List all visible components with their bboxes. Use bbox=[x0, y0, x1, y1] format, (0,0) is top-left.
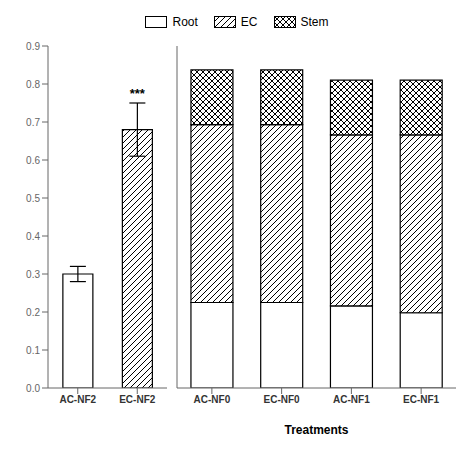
svg-text:0.9: 0.9 bbox=[26, 41, 40, 52]
svg-text:AC-NF1: AC-NF1 bbox=[333, 394, 370, 405]
html-text:Root: Root bbox=[172, 15, 198, 29]
svg-text:0.3: 0.3 bbox=[26, 269, 40, 280]
svg-text:AC-NF0: AC-NF0 bbox=[194, 394, 231, 405]
svg-text:EC-NF2: EC-NF2 bbox=[119, 394, 156, 405]
svg-text:0.6: 0.6 bbox=[26, 155, 40, 166]
svg-text:0.1: 0.1 bbox=[26, 345, 40, 356]
svg-text:0.2: 0.2 bbox=[26, 307, 40, 318]
html-text:Stem: Stem bbox=[300, 15, 329, 29]
html-text:EC: EC bbox=[240, 15, 258, 29]
svg-text:AC-NF2: AC-NF2 bbox=[59, 394, 96, 405]
svg-text:0.4: 0.4 bbox=[26, 231, 40, 242]
svg-text:0.7: 0.7 bbox=[26, 117, 40, 128]
svg-text:0.8: 0.8 bbox=[26, 79, 40, 90]
svg-text:EC-NF0: EC-NF0 bbox=[264, 394, 301, 405]
svg-text:Treatments: Treatments bbox=[284, 423, 348, 436]
svg-text:***: *** bbox=[130, 86, 146, 101]
svg-text:0.5: 0.5 bbox=[26, 193, 40, 204]
svg-text:0.0: 0.0 bbox=[26, 383, 40, 394]
svg-text:EC-NF1: EC-NF1 bbox=[403, 394, 440, 405]
